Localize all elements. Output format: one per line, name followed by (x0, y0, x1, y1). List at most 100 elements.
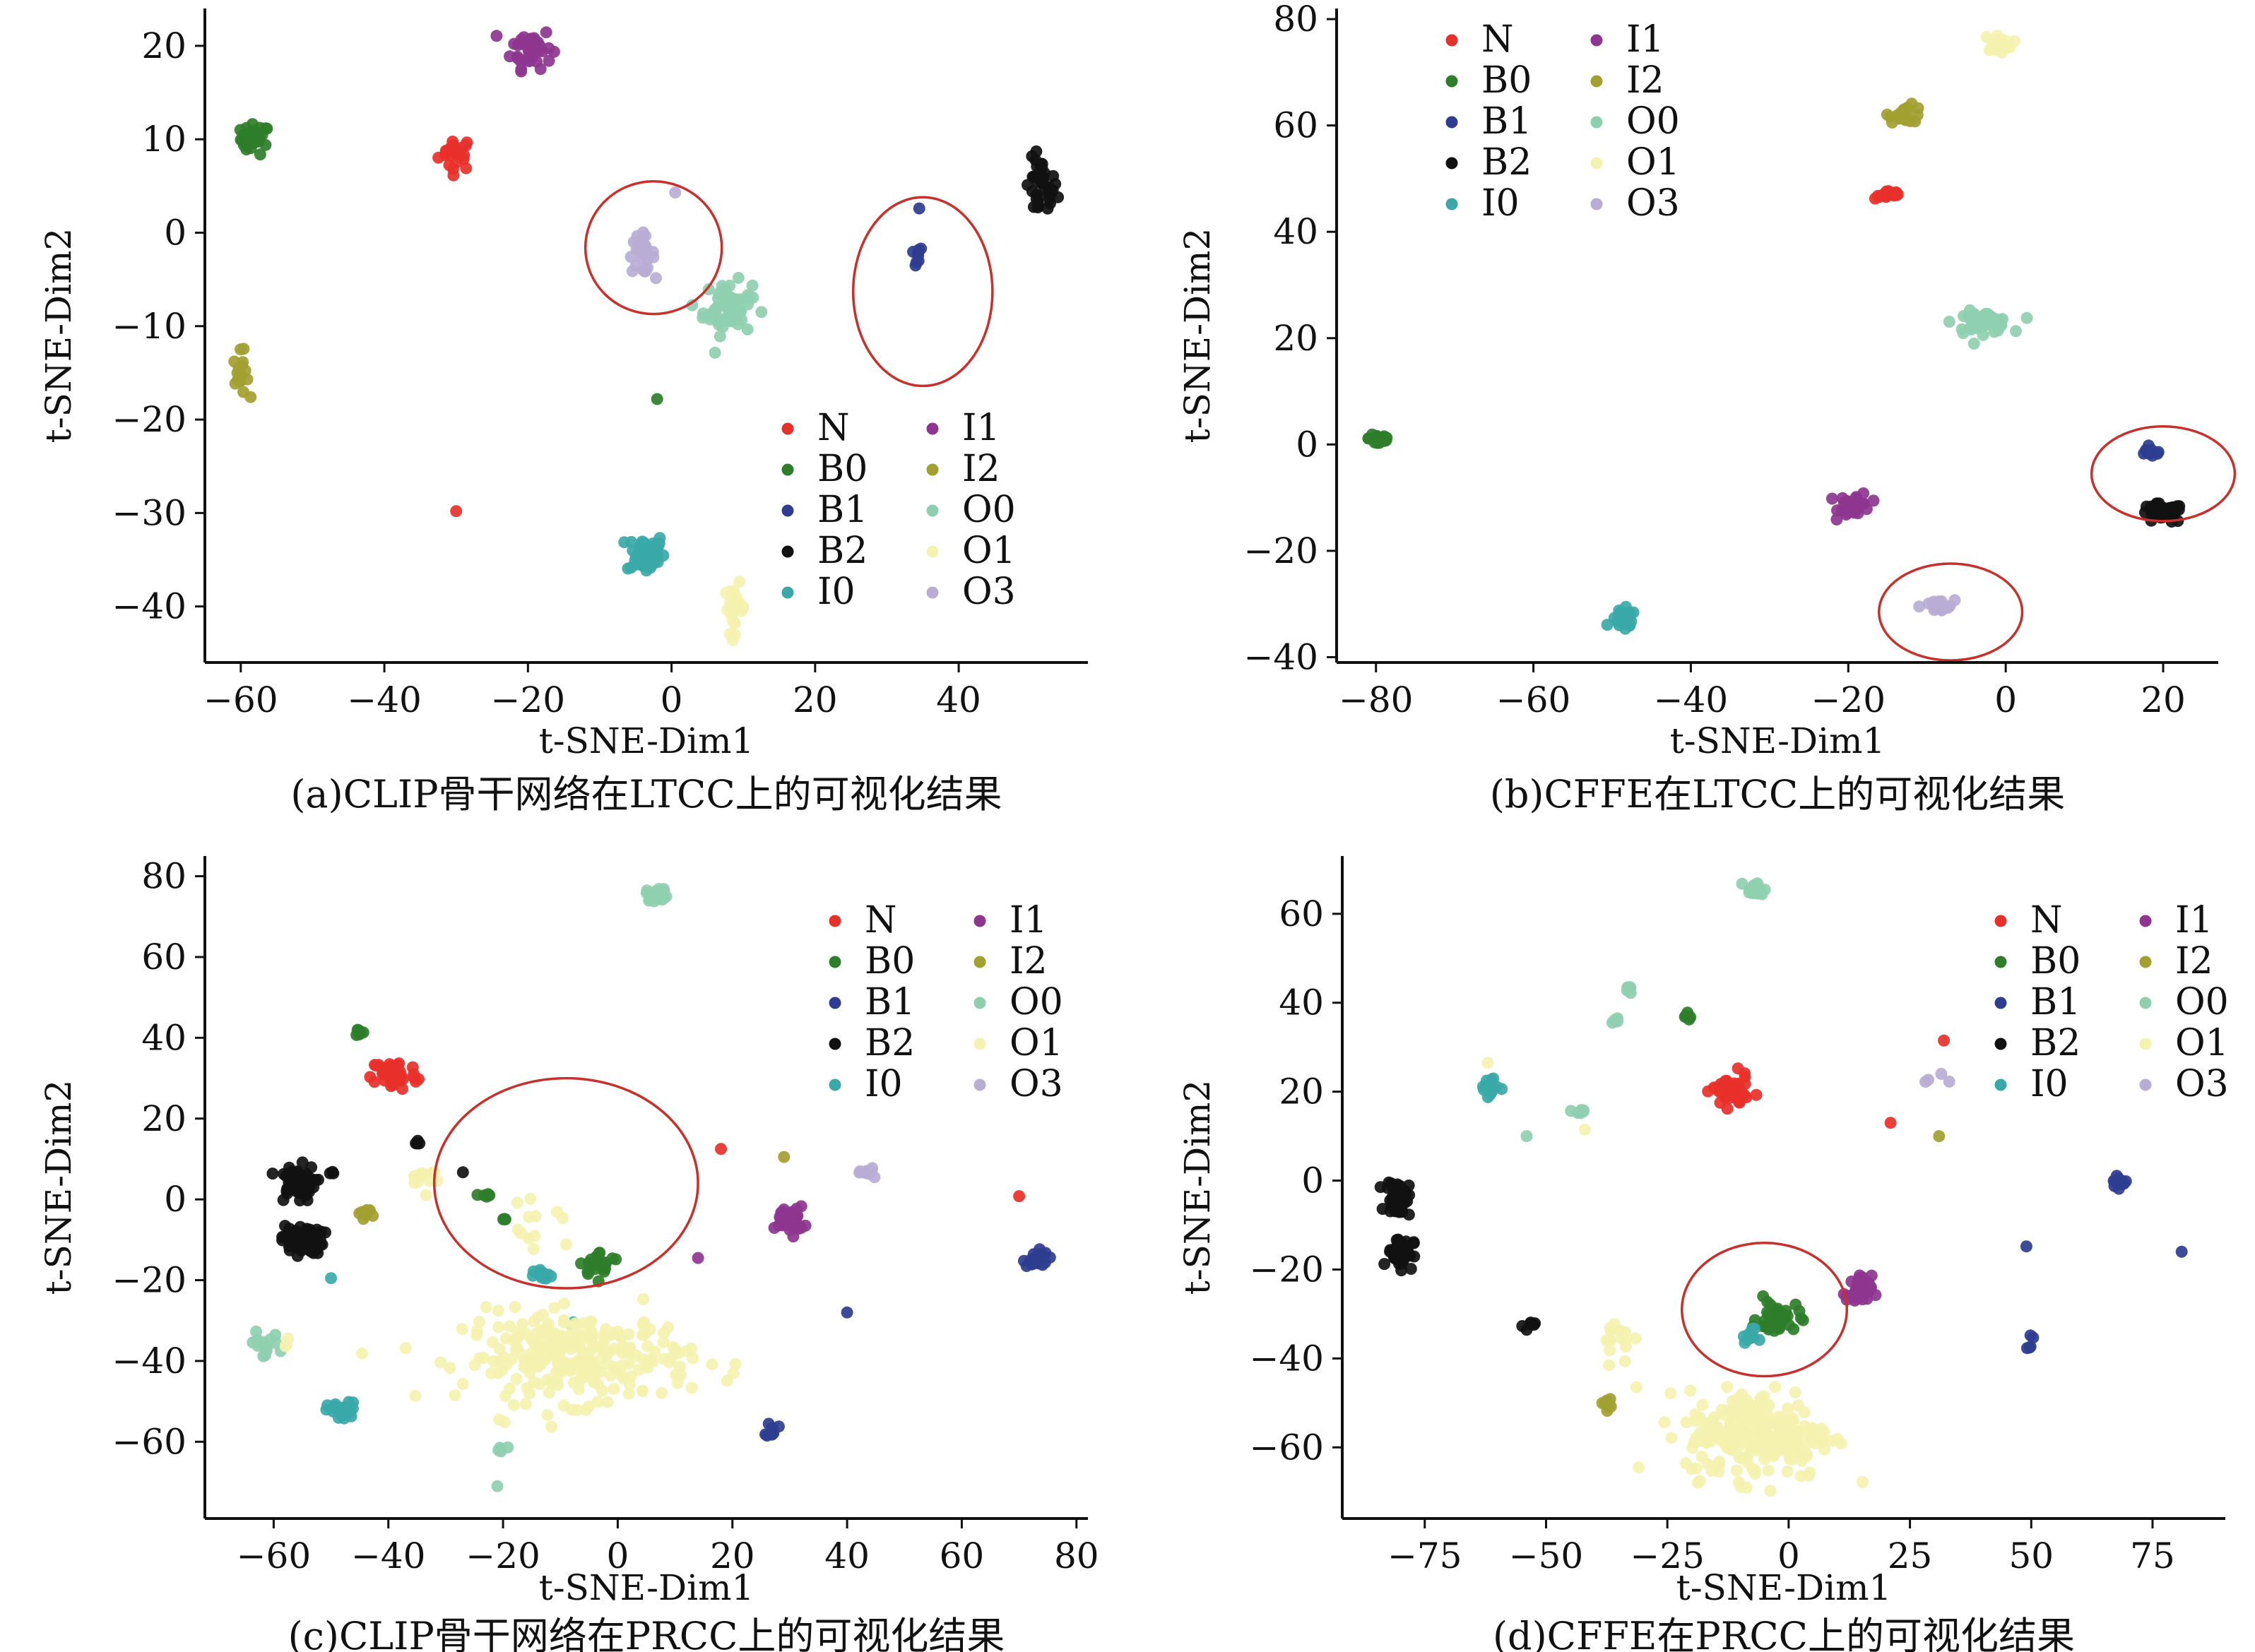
series-B2 (2138, 497, 2186, 528)
x-tick-label: 50 (2008, 1535, 2054, 1576)
point-B2 (324, 1167, 336, 1179)
point-O1 (534, 1358, 547, 1371)
point-O1 (1665, 1432, 1678, 1444)
point-O1 (408, 1170, 420, 1182)
y-tick-label: −20 (112, 1260, 187, 1301)
point-O1 (1578, 1123, 1591, 1136)
point-O1 (1734, 1480, 1747, 1493)
point-O1 (473, 1316, 485, 1328)
point-O3 (626, 265, 639, 278)
point-O1 (503, 1382, 516, 1395)
point-O1 (541, 1409, 554, 1421)
legend-marker-I0 (829, 1078, 841, 1091)
point-I2 (1905, 97, 1918, 110)
legend-marker-O1 (1590, 157, 1603, 170)
points (247, 883, 1056, 1492)
point-I0 (536, 1266, 549, 1279)
point-I0 (1748, 1322, 1760, 1335)
point-O1 (685, 1381, 698, 1394)
series-O3 (625, 186, 682, 285)
point-O1 (1603, 1344, 1616, 1357)
x-tick-label: 20 (2141, 679, 2186, 720)
point-I2 (235, 343, 247, 356)
point-O1 (528, 1315, 540, 1328)
point-O1 (519, 1398, 532, 1410)
legend-label-B0: B0 (865, 940, 915, 982)
point-O1 (1796, 1454, 1809, 1467)
legend-label-O1: O1 (1010, 1022, 1063, 1064)
legend-label-B0: B0 (2030, 940, 2081, 982)
legend-marker-N (829, 915, 841, 927)
point-O1 (582, 1400, 595, 1413)
point-O1 (723, 628, 736, 641)
point-O1 (1781, 1465, 1794, 1478)
point-O1 (1806, 1422, 1818, 1434)
point-O0 (724, 308, 737, 320)
highlight-ellipse-1 (584, 179, 723, 316)
point-O1 (1792, 1426, 1804, 1439)
point-O3 (639, 265, 651, 278)
point-O1 (558, 1297, 570, 1310)
legend-label-I1: I1 (1010, 899, 1048, 941)
point-N (413, 1073, 425, 1086)
point-I1 (511, 39, 524, 52)
y-tick-label: 80 (141, 856, 187, 897)
legend-label-I1: I1 (2175, 899, 2213, 941)
legend-label-O0: O0 (1010, 981, 1063, 1023)
point-N (392, 1061, 404, 1074)
point-O1 (596, 1342, 609, 1355)
point-O1 (685, 1342, 698, 1355)
highlight-ellipse-2 (1877, 562, 2024, 662)
point-I1 (1867, 494, 1880, 507)
point-O3 (669, 186, 682, 199)
point-I2 (1904, 115, 1917, 127)
point-O1 (1689, 1408, 1702, 1420)
y-tick-label: −20 (112, 399, 187, 440)
legend-marker-O0 (973, 997, 986, 1009)
y-tick-label: 20 (141, 1098, 187, 1139)
point-I1 (540, 26, 552, 39)
legend-label-B1: B1 (1481, 100, 1532, 143)
point-N (1714, 1086, 1727, 1099)
series-B2 (1022, 145, 1065, 215)
point-N (1880, 191, 1893, 203)
point-N (450, 505, 463, 518)
panel-caption: (c)CLIP骨干网络在PRCC上的可视化结果 (288, 1614, 1005, 1652)
y-tick-label: 60 (1273, 105, 1318, 146)
x-tick-label: −25 (1630, 1535, 1705, 1576)
point-B1 (913, 244, 925, 256)
point-O0 (251, 1339, 264, 1352)
y-tick-label: −40 (112, 1341, 187, 1381)
point-I1 (775, 1206, 788, 1219)
point-B2 (1022, 179, 1034, 191)
panel-1: −60 −40 −20 0 20 40 20 10 0 −10 −20 −30 −40 t-SNE-Dim… (38, 8, 1088, 816)
point-O1 (456, 1323, 468, 1336)
point-O1 (721, 603, 734, 616)
series-N (364, 1057, 1026, 1203)
x-tick-label: 20 (793, 679, 838, 720)
point-O1 (1619, 1326, 1632, 1338)
point-I1 (1865, 1269, 1878, 1282)
legend-label-B1: B1 (2030, 981, 2081, 1023)
point-B2 (1397, 1242, 1410, 1254)
point-O0 (1977, 328, 1989, 341)
legend-label-B1: B1 (817, 489, 868, 531)
legend-marker-I1 (973, 915, 986, 927)
legend-label-B2: B2 (2030, 1022, 2081, 1064)
point-N (459, 139, 472, 152)
point-O1 (578, 1371, 591, 1384)
point-O1 (728, 616, 740, 629)
point-O1 (511, 1196, 523, 1209)
point-O1 (1688, 1436, 1700, 1449)
series-I2 (228, 343, 257, 403)
point-O0 (1992, 314, 2005, 326)
point-B0 (1763, 1323, 1775, 1336)
point-O1 (1738, 1451, 1751, 1464)
point-I1 (1825, 492, 1838, 505)
series-O1 (279, 1166, 742, 1433)
legend-label-O0: O0 (1626, 100, 1680, 143)
point-O0 (1967, 338, 1980, 350)
point-O1 (417, 1167, 430, 1179)
point-O1 (589, 1375, 602, 1388)
point-O3 (1926, 596, 1939, 609)
